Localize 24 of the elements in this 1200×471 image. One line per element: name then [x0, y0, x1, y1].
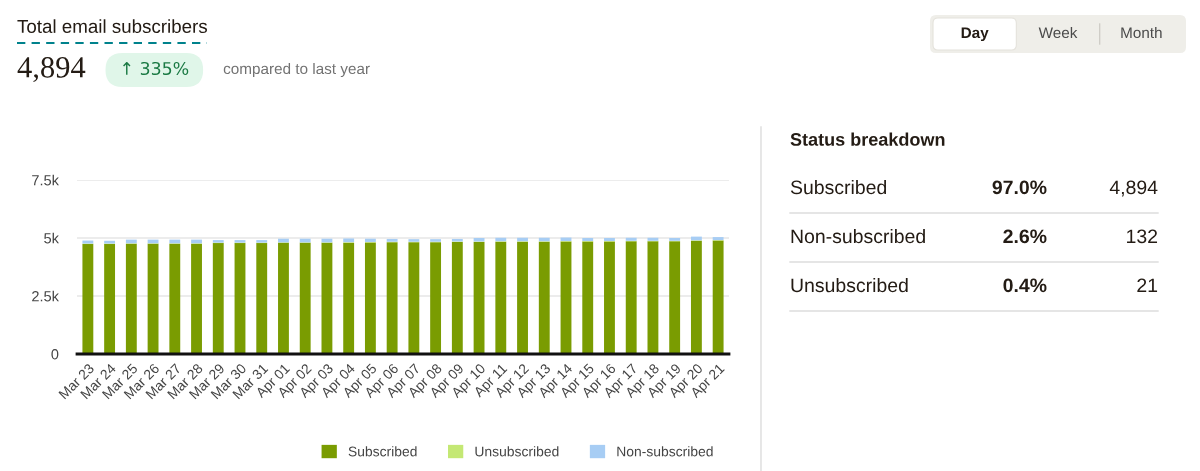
text: ↑ 335% — [123, 61, 189, 76]
data-label: 2.6% — [1003, 229, 1047, 244]
category-label: Month — [1121, 26, 1162, 39]
text: Status breakdown — [790, 132, 945, 146]
text: Total email subscribers — [17, 19, 208, 34]
text: compared to last year — [223, 62, 370, 78]
category-label: Unsubscribed — [791, 277, 908, 293]
data-label: 4,894 — [1109, 180, 1158, 197]
category-label: Subscribed — [790, 179, 887, 195]
y-tick-label: 0 — [51, 349, 59, 360]
category-label: Week — [1038, 26, 1078, 39]
legend-label: Unsubscribed — [475, 446, 559, 457]
category-label: Day — [961, 27, 989, 42]
y-tick-label: 2.5k — [32, 290, 59, 302]
data-label: 0.4% — [1003, 278, 1047, 293]
data-label: 21 — [1137, 278, 1158, 293]
legend-label: Non-subscribed — [617, 446, 713, 457]
data-label: 132 — [1127, 229, 1158, 244]
legend-label: Subscribed — [348, 446, 417, 457]
text: 4,894 — [17, 57, 86, 83]
category-label: Non-subscribed — [791, 228, 925, 244]
data-label: 97.0% — [992, 180, 1047, 195]
y-tick-label: 7.5k — [32, 174, 59, 186]
y-tick-label: 5k — [44, 232, 59, 244]
